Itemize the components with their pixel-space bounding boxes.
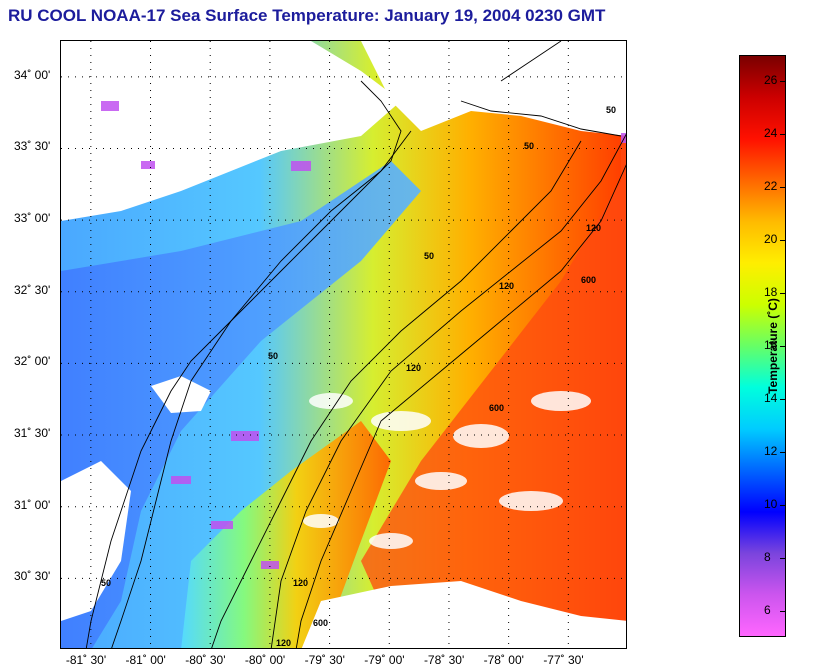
depth-contour-label: 120 xyxy=(499,281,514,291)
sst-map[interactable]: 50 50 50 50 120 120 120 600 600 600 120 120 50 xyxy=(60,40,627,649)
colorbar-tick-label: 16 xyxy=(764,338,778,352)
colorbar-title: Temperature (˚C) xyxy=(766,298,780,394)
depth-contour-label: 120 xyxy=(586,223,601,233)
colorbar-tick-label: 18 xyxy=(764,285,778,300)
lat-tick-label: 33˚ 00' xyxy=(14,211,51,226)
depth-contour-label: 600 xyxy=(313,618,328,628)
colorbar-tick-mark xyxy=(780,134,786,136)
colorbar-tick-mark xyxy=(780,451,786,453)
colorbar-tick-mark xyxy=(780,398,786,400)
lat-tick-label: 31˚ 00' xyxy=(14,497,51,512)
colorbar-tick-mark xyxy=(780,187,786,189)
colorbar-tick-label: 14 xyxy=(764,390,778,405)
depth-contour-label: 600 xyxy=(489,403,504,413)
lon-tick-label: -81˚ 30' xyxy=(65,653,107,667)
lon-tick-label: -81˚ 00' xyxy=(125,653,166,667)
depth-contour-label: 120 xyxy=(276,638,291,648)
depth-contour-label: 50 xyxy=(524,141,534,151)
lat-tick-label: 30˚ 30' xyxy=(14,569,51,584)
lat-tick-label: 33˚ 30' xyxy=(14,139,51,154)
colorbar-tick-mark xyxy=(780,610,786,612)
depth-contour-label: 50 xyxy=(268,351,278,361)
colorbar-tick-mark xyxy=(780,293,786,295)
lat-tick-label: 32˚ 00' xyxy=(14,354,51,369)
lat-tick-label: 31˚ 30' xyxy=(14,426,51,441)
colorbar-tick-label: 20 xyxy=(764,232,778,247)
lat-tick-label: 34˚ 00' xyxy=(14,67,51,82)
lon-tick-label: -79˚ 00' xyxy=(364,653,405,667)
lon-tick-label: -78˚ 00' xyxy=(483,653,524,667)
colorbar xyxy=(739,55,786,637)
depth-contour-label: 50 xyxy=(101,578,111,588)
lon-tick-label: -80˚ 30' xyxy=(185,653,226,667)
colorbar-tick-mark xyxy=(780,240,786,242)
depth-contour-label: 50 xyxy=(424,251,434,261)
colorbar-tick-mark xyxy=(780,346,786,347)
colorbar-tick-mark xyxy=(780,504,786,506)
colorbar-tick-mark xyxy=(780,81,786,83)
lat-tick-label: 32˚ 30' xyxy=(14,282,51,297)
colorbar-tick-label: 8 xyxy=(764,549,771,564)
depth-contour-label: 600 xyxy=(581,275,596,285)
colorbar-tick-label: 12 xyxy=(764,443,778,458)
depth-contour-label: 120 xyxy=(406,363,421,373)
colorbar-tick-label: 24 xyxy=(764,126,778,141)
lon-tick-label: -80˚ 00' xyxy=(244,653,286,667)
chart-title: RU COOL NOAA-17 Sea Surface Temperature:… xyxy=(8,6,606,25)
depth-contour-label: 50 xyxy=(606,105,616,115)
colorbar-tick-label: 22 xyxy=(764,179,778,194)
colorbar-tick-label: 26 xyxy=(764,73,778,88)
lon-tick-label: -78˚ 30' xyxy=(423,653,465,667)
lon-tick-label: -77˚ 30' xyxy=(543,653,584,667)
colorbar-tick-mark xyxy=(780,557,786,559)
colorbar-tick-label: 6 xyxy=(764,602,771,617)
colorbar-tick-label: 10 xyxy=(764,496,778,511)
depth-contour-label: 120 xyxy=(293,578,308,588)
lon-tick-label: -79˚ 30' xyxy=(304,653,345,667)
